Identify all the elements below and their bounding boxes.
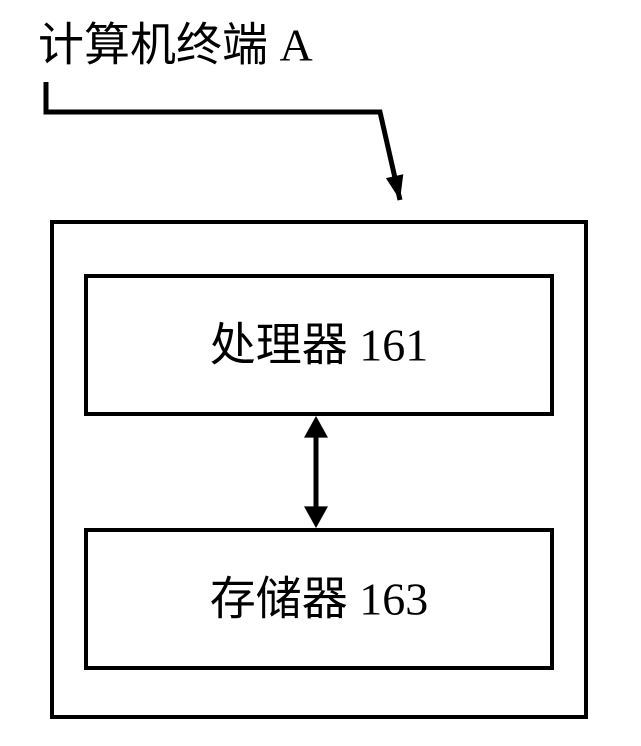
memory-box: 存储器 163 [86,530,552,668]
memory-label: 存储器 163 [210,574,429,625]
processor-box: 处理器 161 [86,276,552,414]
processor-label: 处理器 161 [210,320,429,371]
outer-box [52,222,586,717]
pointer-arrow [46,82,400,200]
arrowhead-down [304,506,328,528]
diagram-title: 计算机终端 A [38,20,313,71]
arrowhead-up [304,416,328,438]
